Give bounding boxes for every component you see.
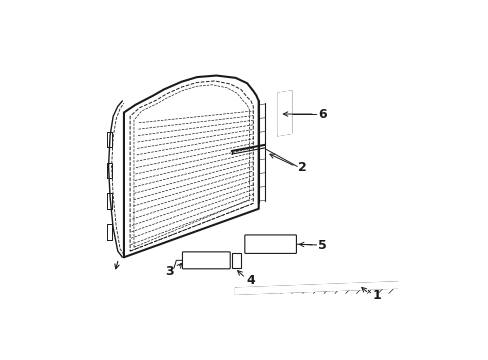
FancyBboxPatch shape xyxy=(244,235,296,253)
Polygon shape xyxy=(277,91,291,136)
FancyBboxPatch shape xyxy=(231,253,241,268)
Text: SPORT: SPORT xyxy=(257,240,283,249)
Text: 6: 6 xyxy=(317,108,326,121)
FancyBboxPatch shape xyxy=(182,252,230,269)
Text: 2: 2 xyxy=(297,161,306,175)
Text: 4: 4 xyxy=(246,274,255,287)
Text: 1: 1 xyxy=(372,289,381,302)
Text: 5: 5 xyxy=(317,239,326,252)
Polygon shape xyxy=(235,282,396,294)
Text: 3: 3 xyxy=(164,265,173,278)
Text: DAKOTA: DAKOTA xyxy=(190,256,222,265)
